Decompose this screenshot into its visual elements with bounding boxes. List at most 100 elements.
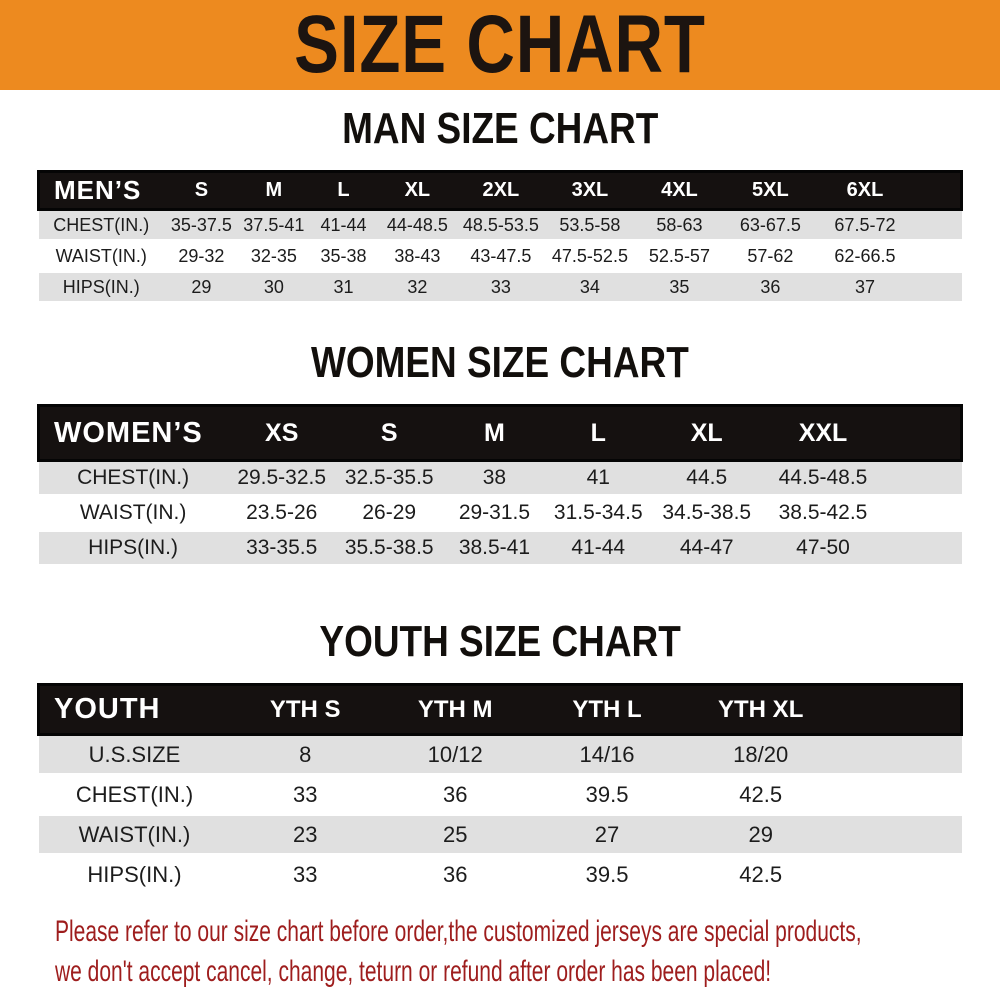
women-value-cell: 23.5-26: [227, 495, 336, 532]
youth-table-title-cell: YOUTH: [38, 684, 231, 735]
men-value-cell: 53.5-58: [545, 209, 635, 242]
men-value-cell: 35-38: [308, 240, 379, 273]
women-value-cell: 33-35.5: [227, 530, 336, 567]
youth-value-cell: 33: [230, 774, 380, 816]
women-value-cell: 26-29: [335, 495, 443, 532]
men-value-cell: 29: [164, 271, 239, 304]
men-value-cell: 38-43: [378, 240, 457, 273]
women-value-cell: 29-31.5: [442, 495, 547, 532]
youth-section-title-text: YOUTH SIZE CHART: [319, 617, 681, 666]
youth-row-label-cell: CHEST(IN.): [38, 774, 231, 816]
men-value-cell: 35-37.5: [164, 209, 239, 242]
men-size-header-cell: S: [164, 171, 239, 210]
women-value-cell: 32.5-35.5: [335, 460, 443, 497]
men-size-table: MEN’S S M L XL 2XL 3XL 4XL 5XL 6XL CHEST(IN.) 35-37…: [37, 170, 963, 304]
men-size-header-cell: 3XL: [545, 171, 635, 210]
youth-row-label-cell: HIPS(IN.): [38, 854, 231, 896]
disclaimer: Please refer to our size chart before or…: [0, 912, 1000, 992]
youth-value-cell: 39.5: [530, 854, 684, 896]
men-header-row: MEN’S S M L XL 2XL 3XL 4XL 5XL 6XL: [38, 171, 962, 210]
women-row-filler-cell: [883, 530, 962, 567]
men-size-header-cell: 4XL: [634, 171, 725, 210]
women-size-table: WOMEN’S XS S M L XL XXL CHEST(IN.) 29.5-32.5 32.5…: [37, 404, 963, 567]
man-section-title: MAN SIZE CHART: [0, 104, 1000, 154]
youth-value-cell: 36: [379, 854, 531, 896]
size-chart-banner: SIZE CHART: [0, 0, 1000, 90]
women-value-cell: 38.5-41: [442, 530, 547, 567]
men-header-filler-cell: [913, 171, 962, 210]
youth-size-header-cell: YTH XL: [683, 684, 838, 735]
youth-value-cell: 33: [230, 854, 380, 896]
men-value-cell: 62-66.5: [816, 240, 914, 273]
men-value-cell: 29-32: [164, 240, 239, 273]
men-row-filler-cell: [913, 240, 962, 273]
youth-value-cell: 29: [683, 814, 838, 856]
youth-value-cell: 39.5: [530, 774, 684, 816]
men-row-filler-cell: [913, 271, 962, 304]
women-value-cell: 31.5-34.5: [546, 495, 651, 532]
men-value-cell: 52.5-57: [634, 240, 725, 273]
women-value-cell: 29.5-32.5: [227, 460, 336, 497]
women-section-title-text: WOMEN SIZE CHART: [311, 338, 689, 387]
men-size-header-cell: M: [238, 171, 309, 210]
men-size-header-cell: 6XL: [816, 171, 914, 210]
men-value-cell: 41-44: [308, 209, 379, 242]
youth-value-cell: 18/20: [683, 734, 838, 776]
men-value-cell: 48.5-53.5: [456, 209, 546, 242]
women-header-row: WOMEN’S XS S M L XL XXL: [38, 405, 962, 461]
youth-value-cell: 42.5: [683, 854, 838, 896]
women-value-cell: 47-50: [763, 530, 883, 567]
men-table-title-cell: MEN’S: [38, 171, 165, 210]
men-value-cell: 47.5-52.5: [545, 240, 635, 273]
men-row-label-cell: CHEST(IN.): [38, 209, 165, 242]
youth-size-table: YOUTH YTH S YTH M YTH L YTH XL U.S.SIZE 8 10/12…: [37, 683, 963, 896]
men-measurement-row: HIPS(IN.) 29 30 31 32 33 34 35 36 37: [38, 271, 962, 304]
women-row-label-cell: CHEST(IN.): [38, 460, 228, 497]
men-measurement-row: CHEST(IN.) 35-37.5 37.5-41 41-44 44-48.5 48.5…: [38, 209, 962, 242]
men-value-cell: 37: [816, 271, 914, 304]
men-value-cell: 32: [378, 271, 457, 304]
women-value-cell: 35.5-38.5: [335, 530, 443, 567]
men-value-cell: 30: [238, 271, 309, 304]
women-measurement-row: CHEST(IN.) 29.5-32.5 32.5-35.5 38 41 44.5 44.5…: [38, 460, 962, 497]
men-value-cell: 58-63: [634, 209, 725, 242]
youth-header-filler-cell: [837, 684, 962, 735]
women-section-title: WOMEN SIZE CHART: [0, 338, 1000, 388]
men-value-cell: 32-35: [238, 240, 309, 273]
women-value-cell: 44-47: [650, 530, 764, 567]
women-row-filler-cell: [883, 460, 962, 497]
disclaimer-line-1: Please refer to our size chart before or…: [55, 915, 862, 948]
men-value-cell: 31: [308, 271, 379, 304]
youth-size-header-cell: YTH M: [379, 684, 531, 735]
women-value-cell: 38: [442, 460, 547, 497]
men-value-cell: 34: [545, 271, 635, 304]
youth-value-cell: 25: [379, 814, 531, 856]
men-value-cell: 36: [724, 271, 817, 304]
men-value-cell: 67.5-72: [816, 209, 914, 242]
men-row-filler-cell: [913, 209, 962, 242]
men-value-cell: 63-67.5: [724, 209, 817, 242]
youth-value-cell: 10/12: [379, 734, 531, 776]
youth-row-filler-cell: [837, 774, 962, 816]
women-row-label-cell: WAIST(IN.): [38, 495, 228, 532]
youth-value-cell: 14/16: [530, 734, 684, 776]
youth-size-header-cell: YTH L: [530, 684, 684, 735]
women-value-cell: 38.5-42.5: [763, 495, 883, 532]
disclaimer-line-2: we don't accept cancel, change, teturn o…: [55, 955, 772, 988]
youth-row-filler-cell: [837, 854, 962, 896]
men-size-header-cell: XL: [378, 171, 457, 210]
men-value-cell: 57-62: [724, 240, 817, 273]
men-value-cell: 37.5-41: [238, 209, 309, 242]
youth-measurement-row: WAIST(IN.) 23 25 27 29: [38, 814, 962, 856]
women-size-header-cell: XXL: [763, 405, 883, 461]
women-value-cell: 41: [546, 460, 651, 497]
women-value-cell: 41-44: [546, 530, 651, 567]
men-value-cell: 44-48.5: [378, 209, 457, 242]
youth-value-cell: 27: [530, 814, 684, 856]
men-size-header-cell: 5XL: [724, 171, 817, 210]
youth-row-label-cell: WAIST(IN.): [38, 814, 231, 856]
youth-measurement-row: U.S.SIZE 8 10/12 14/16 18/20: [38, 734, 962, 776]
youth-row-filler-cell: [837, 814, 962, 856]
youth-measurement-row: HIPS(IN.) 33 36 39.5 42.5: [38, 854, 962, 896]
women-row-label-cell: HIPS(IN.): [38, 530, 228, 567]
